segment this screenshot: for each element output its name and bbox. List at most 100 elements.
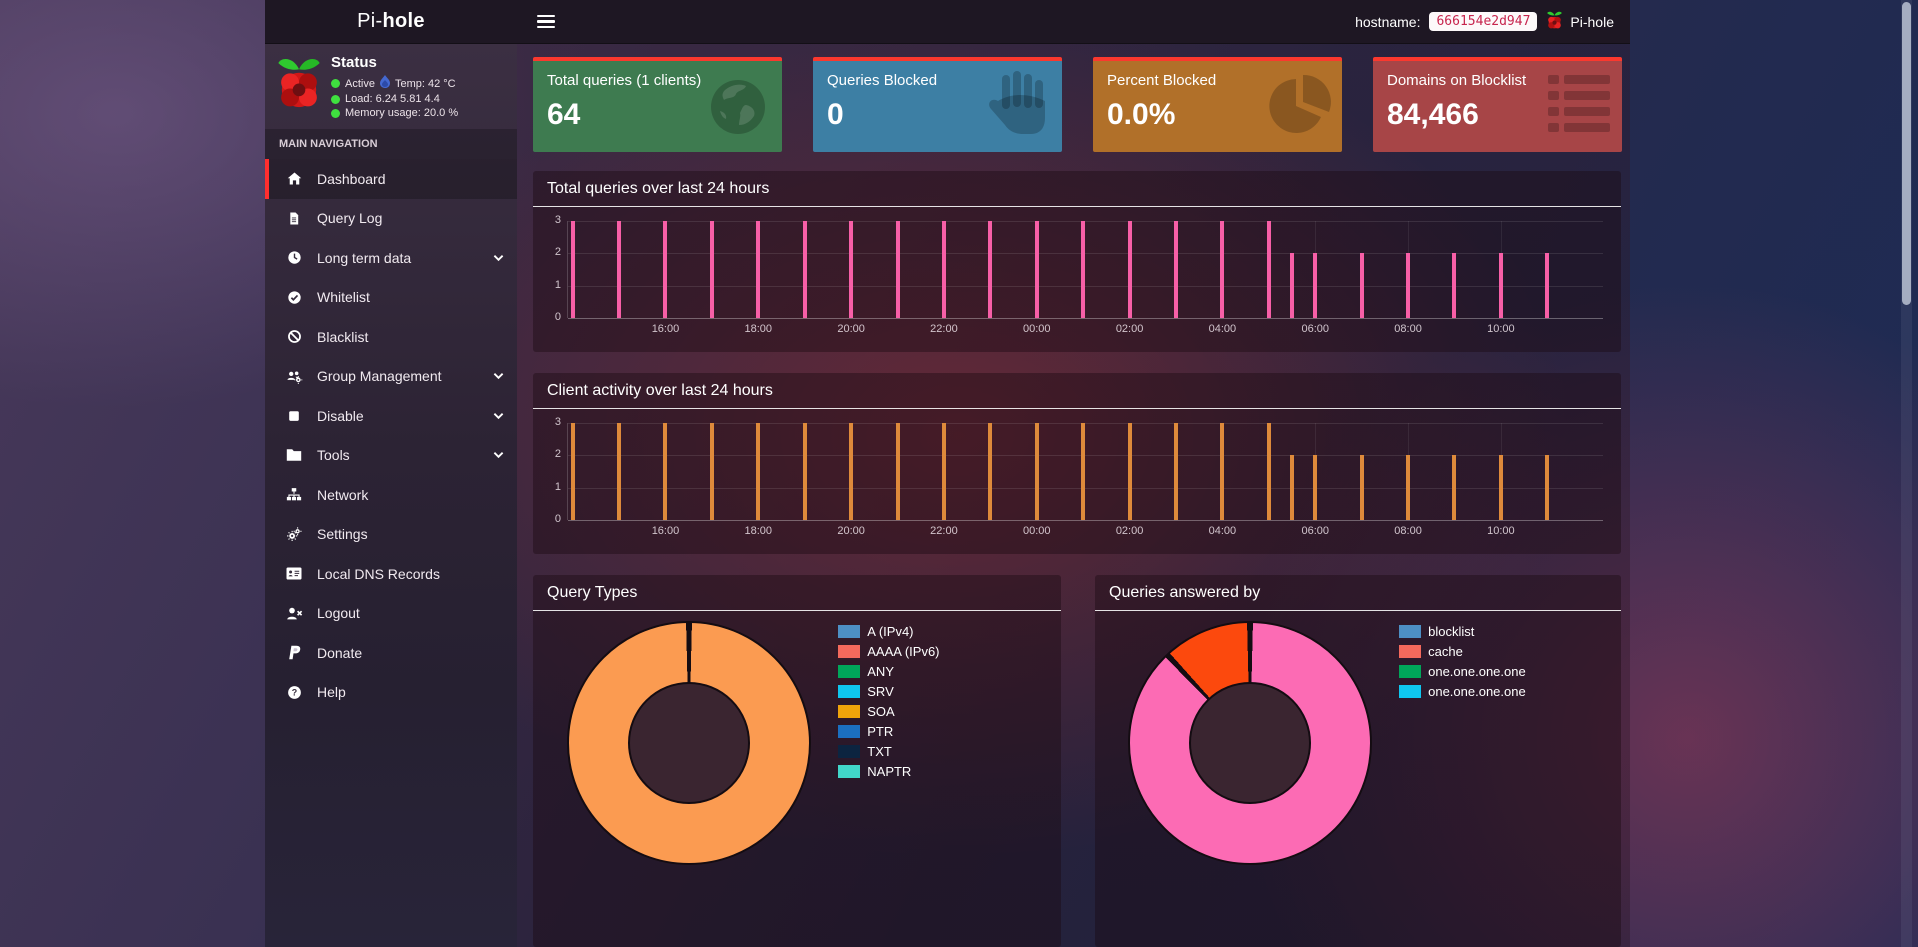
data-bar — [1313, 455, 1318, 520]
data-bar — [1034, 423, 1039, 520]
home-icon — [284, 171, 304, 186]
legend-item[interactable]: NAPTR — [838, 764, 1055, 779]
y-axis-tick: 3 — [554, 214, 561, 226]
sidebar-item-settings[interactable]: Settings — [265, 515, 517, 555]
sidebar-item-tools[interactable]: Tools — [265, 436, 517, 476]
data-bar — [1406, 455, 1411, 520]
legend-item[interactable]: AAAA (IPv6) — [838, 644, 1055, 659]
sidebar-item-label: Whitelist — [317, 289, 370, 306]
sidebar-item-help[interactable]: ? Help — [265, 673, 517, 713]
legend-swatch — [838, 665, 861, 678]
summary-card-queries-blocked[interactable]: Queries Blocked 0 — [813, 57, 1062, 152]
y-axis-tick: 1 — [554, 278, 561, 291]
chart-title: Total queries over last 24 hours — [547, 180, 770, 197]
sidebar-item-label: Query Log — [317, 210, 383, 227]
user-menu[interactable]: Pi-hole — [1546, 10, 1614, 34]
legend-swatch — [1399, 645, 1422, 658]
data-bar — [1290, 455, 1295, 520]
chevron-down-icon — [493, 372, 504, 380]
data-bar — [709, 423, 714, 520]
app-brand[interactable]: Pi-hole — [265, 0, 517, 43]
status-load-dot — [331, 94, 340, 104]
hostname-badge: 666154e2d947 — [1429, 12, 1538, 31]
user-times-icon — [284, 606, 304, 621]
legend-label: SRV — [867, 684, 894, 699]
data-bar — [663, 423, 668, 520]
data-bar — [1220, 221, 1225, 318]
legend-item[interactable]: one.one.one.one — [1399, 664, 1615, 679]
legend-swatch — [838, 725, 861, 738]
x-axis-tick: 08:00 — [1394, 323, 1422, 335]
card-value: 84,466 — [1387, 98, 1479, 131]
gridline — [568, 487, 1603, 489]
brand-prefix: Pi- — [357, 10, 383, 32]
sidebar-item-donate[interactable]: Donate — [265, 633, 517, 673]
paypal-icon — [284, 645, 304, 660]
summary-card-percent-blocked[interactable]: Percent Blocked 0.0% — [1093, 57, 1342, 152]
x-axis-tick: 06:00 — [1301, 525, 1329, 537]
legend-label: NAPTR — [867, 764, 912, 779]
data-bar — [802, 423, 807, 520]
sidebar-toggle-button[interactable] — [531, 9, 561, 35]
sitemap-icon — [284, 487, 304, 502]
sidebar-item-logout[interactable]: Logout — [265, 594, 517, 634]
data-bar — [988, 221, 993, 318]
panel-divider — [533, 610, 1061, 611]
summary-card-domains-on-blocklist[interactable]: Domains on Blocklist 84,466 — [1373, 57, 1622, 152]
data-bar — [617, 221, 622, 318]
client-activity-chart[interactable]: 0 1 2 3 16:00 18:00 20:00 22:00 00:00 02:00 04:00 0… — [545, 416, 1609, 554]
sidebar-item-dashboard[interactable]: Dashboard — [265, 159, 517, 199]
chevron-down-icon — [493, 254, 504, 262]
legend-item[interactable]: SRV — [838, 684, 1055, 699]
card-label: Total queries (1 clients) — [547, 72, 702, 89]
hand-icon — [988, 71, 1054, 146]
query-types-panel: Query Types A (IPv4) AAAA (IPv6) ANY SRV SOA… — [533, 575, 1061, 947]
x-axis-tick: 22:00 — [930, 323, 958, 335]
data-bar — [1359, 455, 1364, 520]
sidebar-item-whitelist[interactable]: Whitelist — [265, 278, 517, 318]
sidebar-item-blacklist[interactable]: Blacklist — [265, 317, 517, 357]
sidebar-item-network[interactable]: Network — [265, 475, 517, 515]
data-bar — [1545, 253, 1550, 318]
sidebar-item-query-log[interactable]: Query Log — [265, 199, 517, 239]
legend-item[interactable]: cache — [1399, 644, 1615, 659]
legend-item[interactable]: A (IPv4) — [838, 624, 1055, 639]
chevron-down-icon — [493, 451, 504, 459]
sidebar-item-local-dns-records[interactable]: Local DNS Records — [265, 554, 517, 594]
total-queries-chart[interactable]: 0 1 2 3 16:00 18:00 20:00 22:00 00:00 02:00 04:00 0… — [545, 214, 1609, 352]
sidebar-item-group-management[interactable]: Group Management — [265, 357, 517, 397]
hamburger-icon — [537, 14, 555, 18]
data-bar — [1359, 253, 1364, 318]
panel-divider — [533, 408, 1621, 409]
y-axis-tick: 2 — [554, 246, 561, 259]
sidebar-section-label: MAIN NAVIGATION — [265, 129, 517, 159]
data-bar — [1127, 221, 1132, 318]
x-axis-tick: 10:00 — [1487, 525, 1515, 537]
data-bar — [709, 221, 714, 318]
status-load: Load: 6.24 5.81 4.4 — [345, 93, 440, 105]
legend-label: TXT — [867, 744, 892, 759]
legend-label: one.one.one.one — [1428, 684, 1526, 699]
summary-card-total-queries-1-clients-[interactable]: Total queries (1 clients) 64 — [533, 57, 782, 152]
legend-item[interactable]: one.one.one.one — [1399, 684, 1615, 699]
scrollbar-thumb[interactable] — [1902, 2, 1911, 305]
scrollbar-track[interactable] — [1901, 0, 1912, 947]
legend-item[interactable]: ANY — [838, 664, 1055, 679]
query-types-donut[interactable] — [566, 621, 811, 865]
y-axis-tick: 2 — [554, 448, 561, 461]
data-bar — [941, 423, 946, 520]
legend-item[interactable]: SOA — [838, 704, 1055, 719]
sidebar-item-long-term-data[interactable]: Long term data — [265, 238, 517, 278]
sidebar-item-disable[interactable]: Disable — [265, 396, 517, 436]
legend-label: cache — [1428, 644, 1463, 659]
data-bar — [1290, 253, 1295, 318]
queries-answered-donut[interactable] — [1128, 621, 1373, 865]
legend-item[interactable]: PTR — [838, 724, 1055, 739]
x-axis-tick: 08:00 — [1394, 525, 1422, 537]
queries-answered-by-panel: Queries answered by blocklist cache one.on… — [1095, 575, 1621, 947]
legend-item[interactable]: TXT — [838, 744, 1055, 759]
hostname-label: hostname: — [1355, 13, 1421, 30]
legend-item[interactable]: blocklist — [1399, 624, 1615, 639]
gridline — [568, 423, 1603, 424]
x-axis-tick: 02:00 — [1115, 323, 1144, 335]
